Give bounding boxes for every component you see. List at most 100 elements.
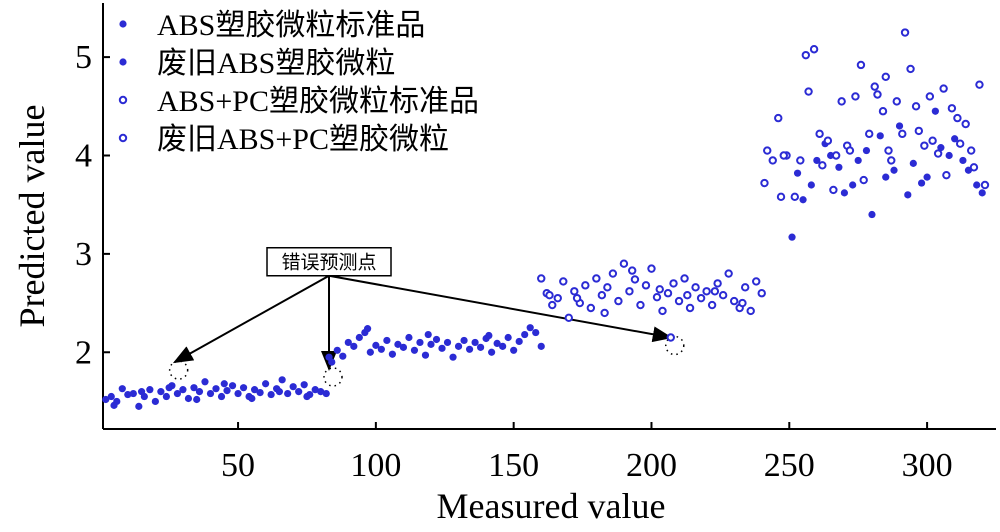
legend-marker bbox=[118, 133, 128, 143]
data-point-filled bbox=[248, 394, 256, 403]
data-point-filled bbox=[537, 342, 545, 350]
data-point-open bbox=[763, 146, 772, 155]
data-point-filled bbox=[895, 122, 904, 130]
legend-label: ABS+PC塑胶微粒标准品 bbox=[157, 85, 479, 118]
data-point-filled bbox=[193, 395, 201, 404]
data-point-filled bbox=[521, 330, 529, 339]
data-point-open bbox=[870, 82, 879, 91]
data-point-filled bbox=[532, 328, 540, 337]
y-tick-label: 5 bbox=[75, 39, 92, 76]
data-point-open bbox=[658, 306, 667, 316]
legend-marker bbox=[118, 95, 128, 105]
data-point-open bbox=[685, 303, 695, 313]
data-point-filled bbox=[807, 181, 815, 189]
annotation: 错误预测点 bbox=[168, 246, 685, 387]
data-point-open bbox=[768, 156, 777, 165]
data-point-filled bbox=[146, 386, 154, 394]
axes bbox=[102, 3, 996, 430]
data-point-open bbox=[881, 72, 890, 81]
data-point-open bbox=[702, 287, 711, 296]
data-point-open bbox=[600, 308, 609, 318]
data-point-filled bbox=[355, 333, 363, 342]
data-point-filled bbox=[350, 342, 358, 350]
data-point-open bbox=[796, 156, 805, 165]
data-point-open bbox=[914, 126, 924, 136]
data-point-filled bbox=[416, 338, 424, 347]
data-point-open bbox=[683, 290, 692, 300]
data-point-filled bbox=[157, 388, 165, 396]
data-point-open bbox=[920, 141, 929, 150]
data-point-open bbox=[961, 119, 970, 129]
data-point-open bbox=[779, 151, 788, 160]
data-point-filled bbox=[931, 107, 939, 115]
data-point-filled bbox=[303, 392, 311, 401]
data-point-filled bbox=[275, 388, 283, 396]
y-ticks: 2 3 4 5 bbox=[75, 39, 110, 371]
data-point-open bbox=[674, 296, 684, 306]
data-point-filled bbox=[173, 389, 182, 398]
data-point-open bbox=[641, 281, 651, 290]
data-point-filled bbox=[217, 392, 226, 401]
data-point-open bbox=[630, 275, 640, 284]
data-point-open bbox=[774, 113, 783, 123]
data-point-filled bbox=[388, 350, 396, 358]
data-point-filled bbox=[937, 144, 945, 152]
data-point-filled bbox=[289, 383, 297, 391]
data-point-filled bbox=[162, 392, 170, 401]
data-point-filled bbox=[394, 340, 402, 348]
data-point-open bbox=[955, 139, 965, 148]
data-point-open bbox=[906, 64, 915, 74]
y-tick-label: 2 bbox=[75, 334, 92, 371]
data-point-open bbox=[884, 146, 893, 155]
data-point-filled bbox=[465, 345, 474, 353]
data-point-filled bbox=[849, 181, 857, 189]
data-point-open bbox=[760, 178, 769, 188]
data-point-filled bbox=[339, 352, 347, 360]
data-point-open bbox=[647, 264, 656, 273]
data-point-filled bbox=[190, 384, 198, 392]
data-point-open bbox=[804, 87, 813, 96]
data-point-filled bbox=[793, 169, 802, 177]
data-point-filled bbox=[151, 397, 159, 406]
data-point-open bbox=[829, 185, 838, 195]
data-point-open bbox=[652, 292, 662, 302]
data-point-open bbox=[911, 102, 921, 111]
annotation-label: 错误预测点 bbox=[281, 252, 376, 274]
data-point-open bbox=[823, 136, 833, 145]
data-point-filled bbox=[909, 159, 917, 167]
data-point-open bbox=[738, 298, 747, 308]
data-point-filled bbox=[485, 331, 493, 340]
data-points bbox=[102, 28, 990, 410]
data-point-open bbox=[608, 269, 618, 278]
legend-marker bbox=[119, 58, 127, 66]
data-point-open bbox=[680, 274, 689, 283]
data-point-filled bbox=[262, 380, 270, 388]
data-point-open bbox=[669, 279, 678, 288]
data-point-filled bbox=[499, 342, 507, 350]
error-point-marker bbox=[168, 360, 189, 380]
data-point-filled bbox=[460, 336, 468, 345]
data-point-open bbox=[815, 129, 824, 139]
data-point-open bbox=[691, 283, 700, 292]
error-point-marker bbox=[665, 335, 685, 356]
data-point-open bbox=[942, 170, 951, 180]
data-point-filled bbox=[179, 386, 187, 394]
data-point-filled bbox=[102, 395, 110, 404]
data-point-filled bbox=[135, 402, 143, 410]
data-point-open bbox=[564, 313, 573, 323]
data-point-open bbox=[570, 287, 579, 296]
data-point-filled bbox=[493, 339, 501, 348]
data-point-open bbox=[818, 161, 827, 170]
data-point-filled bbox=[234, 389, 242, 398]
data-point-filled bbox=[504, 333, 512, 342]
data-point-open bbox=[892, 97, 901, 106]
data-point-filled bbox=[917, 179, 926, 187]
data-point-filled bbox=[951, 135, 959, 143]
data-point-open bbox=[545, 290, 554, 300]
data-point-filled bbox=[840, 189, 849, 197]
data-point-open bbox=[776, 192, 786, 202]
data-point-open bbox=[859, 175, 868, 185]
data-point-open bbox=[887, 156, 896, 165]
